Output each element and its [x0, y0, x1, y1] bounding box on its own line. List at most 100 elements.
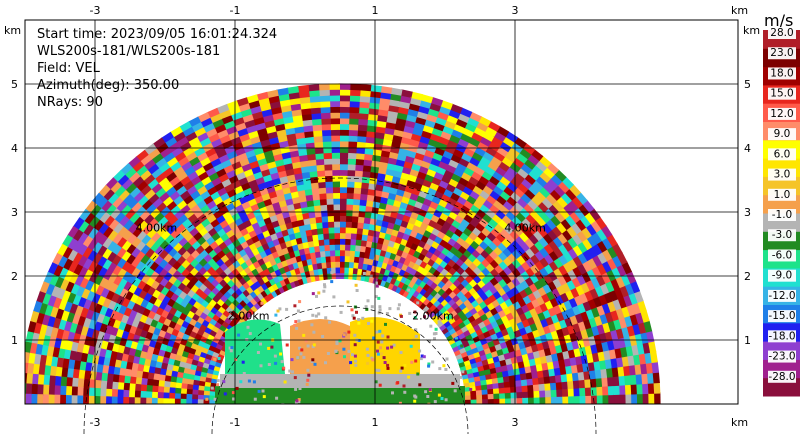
radar-cell — [356, 124, 368, 132]
colorbar: m/s -28.0-23.0-18.0-15.0-12.0-9.0-6.0-3.… — [763, 11, 800, 397]
y-tick-label: 3 — [744, 206, 751, 219]
radar-cell — [56, 357, 64, 369]
radar-cell — [602, 385, 609, 396]
radar-cell — [143, 143, 157, 156]
radar-cell — [346, 186, 355, 194]
radar-cell — [31, 373, 39, 386]
radar-cell — [553, 366, 562, 376]
radar-speckle — [306, 344, 310, 348]
radar-cell — [590, 219, 602, 233]
radar-cell — [379, 249, 387, 257]
radar-cell — [489, 367, 497, 374]
radar-cell — [522, 142, 536, 155]
radar-cell — [564, 289, 575, 301]
radar-cell — [157, 380, 165, 388]
radar-cell — [47, 262, 59, 276]
radar-cell — [88, 387, 96, 397]
radar-cell — [565, 364, 573, 375]
radar-cell — [142, 365, 150, 374]
radar-cell — [523, 173, 537, 185]
grid-lines — [25, 20, 738, 404]
radar-cell — [212, 370, 220, 377]
radar-speckle — [386, 366, 390, 370]
radar-cell — [504, 392, 512, 399]
radar-cell — [350, 227, 358, 234]
radar-cell — [32, 363, 40, 376]
radar-cell — [368, 223, 376, 231]
radar-speckle — [370, 356, 374, 360]
radar-speckle — [351, 353, 354, 357]
x-tick-label: 1 — [372, 4, 379, 17]
radar-cell — [345, 209, 353, 217]
radar-cell — [431, 195, 442, 205]
radar-cell — [345, 198, 354, 205]
radar-cell — [180, 388, 188, 395]
radar-cell — [559, 365, 567, 375]
radar-speckle — [357, 339, 361, 342]
radar-cell — [320, 129, 332, 137]
radar-cell — [109, 181, 122, 194]
radar-cell — [651, 360, 660, 374]
radar-speckle — [230, 346, 234, 349]
radar-speckle — [351, 314, 355, 318]
radar-cell — [316, 169, 326, 177]
radar-cell — [378, 231, 386, 239]
radar-cell — [450, 341, 458, 349]
radar-cell — [521, 352, 530, 362]
radar-cell — [323, 163, 333, 171]
radar-cell — [43, 271, 54, 285]
radar-speckle — [357, 321, 361, 325]
radar-cell — [576, 363, 584, 373]
radar-cell — [77, 220, 90, 234]
radar-cell — [199, 371, 208, 378]
radar-cell — [357, 216, 365, 224]
radar-cell — [365, 240, 373, 248]
radar-speckle — [419, 357, 423, 361]
radar-cell — [96, 234, 108, 247]
radar-cell — [328, 232, 335, 240]
radar-cell — [579, 386, 586, 397]
radar-cell — [549, 374, 557, 384]
colorbar-tick-label: 18.0 — [770, 67, 793, 79]
colorbar-label-bg — [768, 229, 796, 242]
radar-cell — [549, 381, 557, 391]
radar-speckle — [322, 289, 326, 293]
radar-cell — [50, 285, 61, 299]
radar-speckle — [376, 340, 380, 344]
radar-cell — [180, 383, 188, 390]
colorbar-unit: m/s — [764, 11, 793, 30]
radar-cell — [134, 390, 141, 399]
radar-cell — [515, 379, 523, 387]
radar-cell — [362, 222, 370, 230]
radar-cell — [237, 176, 249, 187]
radar-cell — [83, 370, 91, 381]
radar-cell — [357, 262, 364, 270]
radar-cell — [580, 226, 593, 239]
radar-cell — [366, 234, 374, 242]
radar-cell — [368, 171, 379, 179]
radar-cell — [175, 377, 183, 384]
radar-cell — [128, 383, 136, 392]
radar-cell — [123, 375, 131, 385]
radar-speckle — [229, 384, 233, 388]
radar-cell — [359, 84, 372, 92]
radar-cell — [590, 386, 598, 396]
radar-cell — [220, 159, 232, 169]
colorbar-tick-label: -1.0 — [772, 209, 793, 221]
radar-cell — [379, 91, 392, 100]
radar-cell — [365, 124, 377, 133]
radar-cell — [106, 240, 118, 253]
radar-cell — [100, 372, 108, 382]
radar-cell — [437, 135, 450, 146]
radar-cell — [40, 344, 49, 357]
radar-cell — [627, 354, 636, 366]
radar-cell — [111, 265, 122, 277]
radar-cell — [116, 396, 124, 404]
radar-speckle — [399, 314, 403, 318]
radar-cell — [218, 270, 228, 280]
radar-cell — [632, 353, 641, 366]
radar-cell — [109, 350, 118, 361]
radar-speckle — [454, 337, 458, 341]
radar-cell — [615, 275, 626, 289]
radar-cell — [94, 207, 106, 221]
